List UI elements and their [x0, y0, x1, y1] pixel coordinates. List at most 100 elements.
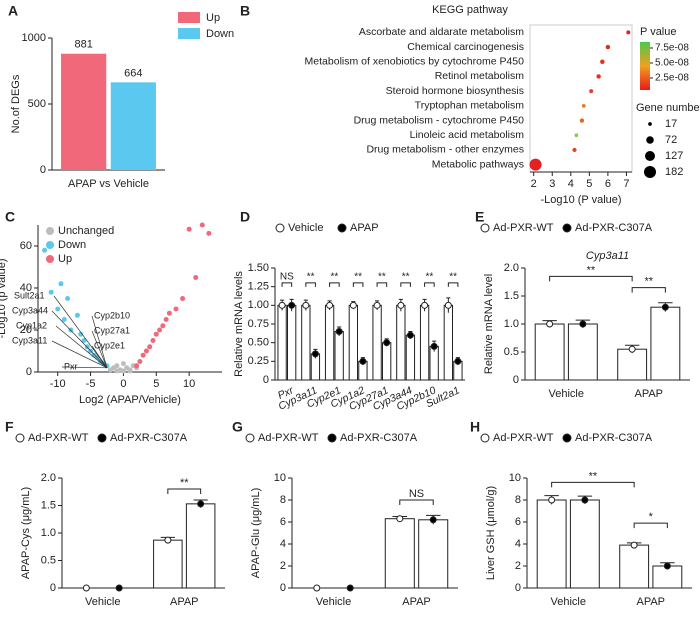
- y-tick-label: 8: [280, 494, 286, 506]
- y-tick-label: 1.0: [41, 527, 56, 539]
- y-axis-label: APAP-Glu (μg/mL): [250, 488, 262, 579]
- legend-label: Ad-PXR-C307A: [340, 432, 418, 444]
- dot: [626, 30, 631, 35]
- legend-label: Up: [58, 253, 72, 265]
- marker: [429, 516, 437, 524]
- y-tick-label: 0: [515, 582, 521, 594]
- x-tick-label: APAP vs Vehicle: [68, 178, 149, 190]
- marker: [164, 536, 172, 544]
- legend-label: Ad-PXR-C307A: [575, 222, 653, 234]
- bracket: [376, 282, 388, 287]
- significance: **: [307, 272, 315, 283]
- point: [55, 306, 61, 312]
- legend-marker: [245, 433, 255, 443]
- marker: [628, 345, 636, 353]
- gene-annotation: Cyp2b10: [94, 310, 130, 320]
- legend-marker: [337, 223, 347, 233]
- color-tick-label: 5.0e-08: [655, 58, 689, 69]
- point: [65, 296, 71, 301]
- bracket: [551, 481, 635, 488]
- color-tick-label: 7.5e-08: [655, 43, 689, 54]
- y-tick-label: 1.5: [504, 290, 519, 302]
- point: [206, 230, 212, 236]
- category-label: Metabolism of xenobiotics by cytochrome …: [305, 56, 525, 68]
- annotation-leader: [91, 330, 108, 368]
- dot: [581, 103, 586, 108]
- point: [166, 310, 172, 316]
- category-label: Retinol metabolism: [435, 70, 525, 82]
- x-tick-label: 5: [586, 178, 592, 190]
- legend-swatch: [178, 28, 200, 39]
- legend-swatch: [178, 12, 200, 23]
- y-tick-label: 60: [20, 240, 32, 252]
- bracket: [447, 282, 459, 287]
- category-label: Steroid hormone biosynthesis: [386, 85, 524, 97]
- point: [58, 281, 64, 287]
- point: [160, 323, 166, 329]
- legend-title: P value: [640, 26, 677, 38]
- legend-marker: [327, 433, 337, 443]
- x-tick-label: Vehicle: [549, 388, 584, 400]
- x-tick-label: 5: [153, 378, 159, 390]
- annotation-leader: [91, 345, 108, 368]
- category-label: Chemical carcinogenesis: [407, 41, 524, 53]
- significance: **: [589, 470, 598, 482]
- x-tick-label: APAP: [634, 388, 663, 400]
- annotation-leader: [91, 315, 108, 368]
- panel-letter: B: [240, 3, 250, 19]
- dot: [600, 59, 605, 64]
- y-tick-label: 2: [280, 560, 286, 572]
- bracket: [281, 282, 293, 287]
- bracket: [549, 275, 633, 282]
- marker: [661, 303, 669, 311]
- y-tick-label: 0: [26, 366, 32, 378]
- point: [153, 331, 159, 337]
- marker: [115, 584, 123, 592]
- significance: NS: [280, 272, 294, 283]
- x-tick-label: 3: [549, 178, 555, 190]
- bar: [567, 323, 598, 381]
- dot: [596, 74, 601, 79]
- panel-letter: F: [5, 419, 14, 435]
- legend-marker: [46, 241, 54, 249]
- point: [137, 359, 143, 364]
- marker: [383, 339, 391, 347]
- y-tick-label: 0.5: [504, 346, 519, 358]
- legend-marker: [562, 223, 572, 233]
- category-label: Drug metabolism - other enzymes: [366, 144, 524, 156]
- bar: [372, 304, 382, 381]
- bar: [405, 334, 416, 381]
- size-key-label: 182: [665, 166, 683, 178]
- gene-annotation: Pxr: [64, 361, 78, 371]
- marker: [335, 327, 343, 335]
- significance: *: [649, 511, 654, 523]
- point: [127, 368, 133, 374]
- bracket: [352, 282, 364, 287]
- legend-label: Ad-PXR-WT: [493, 432, 554, 444]
- point: [42, 247, 48, 253]
- y-tick-label: 0: [513, 374, 519, 386]
- y-tick-label: 6: [280, 516, 286, 528]
- y-tick-label: 1000: [22, 32, 46, 44]
- y-tick-label: 0: [40, 164, 46, 176]
- y-axis-label: Relative mRNA levels: [233, 271, 245, 377]
- annotation-leader: [51, 310, 108, 369]
- legend-label: Ad-PXR-C307A: [575, 432, 653, 444]
- bracket: [424, 282, 435, 287]
- point: [114, 363, 120, 369]
- legend-marker: [562, 433, 572, 443]
- panel-letter: D: [240, 209, 250, 225]
- x-tick-label: 2: [531, 178, 537, 190]
- legend-marker: [15, 433, 25, 443]
- legend-label: Vehicle: [288, 222, 323, 234]
- significance: NS: [409, 488, 424, 500]
- bar: [286, 304, 297, 381]
- y-axis-label: Liver GSH (μmol/g): [485, 486, 497, 580]
- panel-letter: E: [475, 209, 484, 225]
- bracket: [631, 287, 666, 293]
- marker: [346, 584, 354, 592]
- y-tick-label: 8: [515, 494, 521, 506]
- marker: [396, 515, 404, 523]
- x-tick-label: APAP: [636, 596, 665, 608]
